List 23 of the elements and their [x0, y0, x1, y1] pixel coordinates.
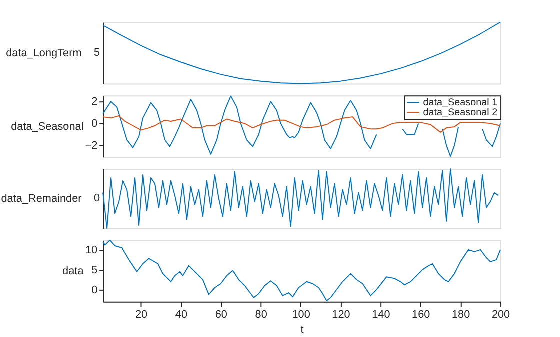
y-tick-label: 10 — [86, 244, 98, 256]
y-axis-title: data_Seasonal — [11, 120, 84, 133]
x-tick-label: 60 — [215, 309, 228, 322]
x-axis-title: t — [300, 324, 304, 336]
x-tick-label: 200 — [492, 309, 510, 322]
y-axis-title: data_Remainder — [1, 193, 82, 206]
x-tick-label: 100 — [292, 309, 310, 322]
x-tick-label: 40 — [175, 309, 188, 322]
x-tick-label: 80 — [255, 309, 268, 322]
legend-label: data_Seasonal 2 — [423, 107, 498, 118]
x-tick-label: 140 — [372, 309, 390, 322]
x-tick-label: 180 — [452, 309, 470, 322]
y-tick-label: 0 — [92, 118, 98, 130]
y-tick-label: 0 — [92, 284, 98, 296]
y-axis-title: data — [62, 266, 85, 278]
y-tick-label: 5 — [92, 264, 98, 276]
y-tick-label: 2 — [92, 96, 98, 108]
x-tick-label: 160 — [412, 309, 430, 322]
legend-label: data_Seasonal 1 — [423, 98, 498, 109]
x-tick-label: 120 — [332, 309, 350, 322]
y-axis-title: data_LongTerm — [6, 48, 82, 60]
y-tick-label: −2 — [85, 140, 98, 152]
x-tick-label: 20 — [135, 309, 148, 322]
